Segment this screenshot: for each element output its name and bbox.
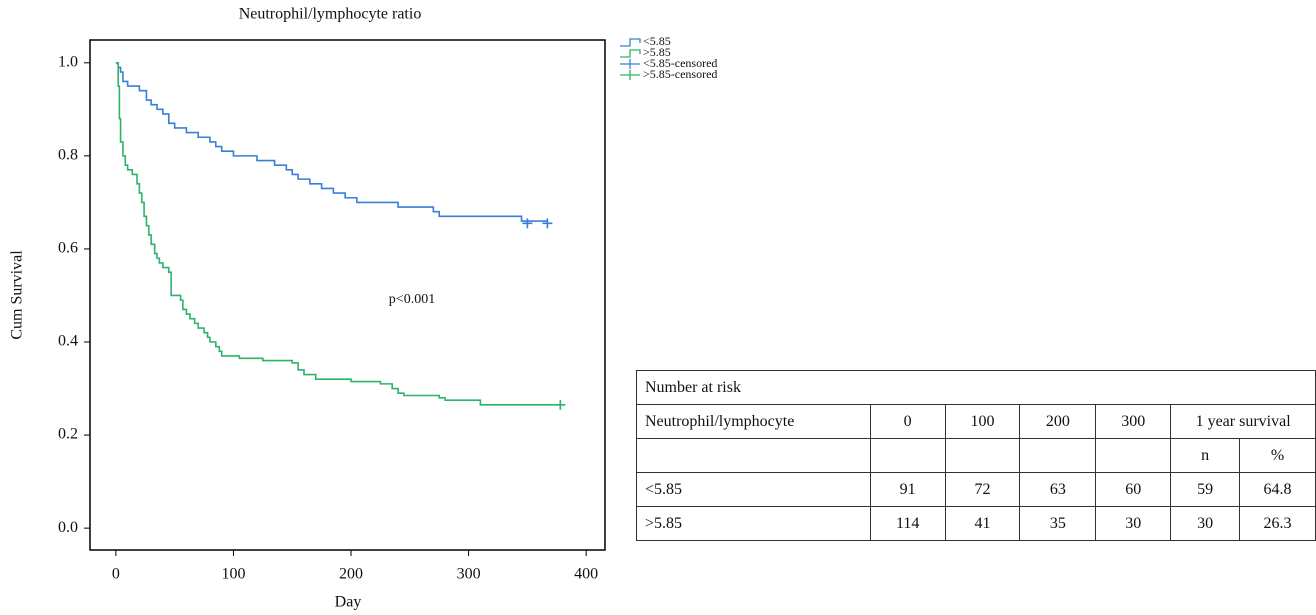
plot-frame — [89, 39, 606, 551]
censor-mark — [522, 218, 533, 229]
survival-curve — [115, 62, 561, 406]
y-tick-label: 0.2 — [58, 426, 78, 443]
survival-curve — [115, 62, 548, 222]
table-cell: 114 — [869, 506, 946, 541]
x-tick-label: 0 — [112, 566, 120, 583]
legend-label: <5.85 — [643, 34, 671, 48]
x-tick-label: 200 — [339, 566, 363, 583]
table-cell: 30 — [1095, 506, 1172, 541]
table-cell — [869, 438, 946, 473]
table-cell — [636, 438, 871, 473]
table-title: Number at risk — [636, 370, 1316, 405]
censor-mark — [542, 218, 553, 229]
table-cell: >5.85 — [636, 506, 871, 541]
table-cell: 72 — [944, 472, 1021, 507]
annotation: p<0.001 — [389, 292, 435, 307]
table-cell: 35 — [1019, 506, 1097, 541]
legend-label: <5.85-censored — [643, 56, 717, 70]
x-axis-label: Day — [335, 594, 362, 611]
table-header: Neutrophil/lymphocyte — [636, 404, 871, 439]
legend-symbol — [620, 59, 640, 69]
x-tick-label: 300 — [457, 566, 481, 583]
table-subheader: n — [1170, 438, 1241, 473]
censor-mark — [555, 399, 566, 410]
table-row: <5.85 91 72 63 60 59 64.8 — [636, 472, 1316, 507]
table-cell — [1095, 438, 1172, 473]
table-header: 300 — [1095, 404, 1172, 439]
y-tick-label: 0.0 — [58, 519, 78, 536]
table-cell: 41 — [944, 506, 1021, 541]
legend-label: >5.85-censored — [643, 67, 717, 81]
y-tick-label: 0.4 — [58, 333, 78, 350]
legend: <5.85>5.85<5.85-censored>5.85-censored — [620, 34, 717, 81]
table-header: 0 — [869, 404, 946, 439]
table-header: 100 — [944, 404, 1021, 439]
table-cell: 26.3 — [1239, 506, 1316, 541]
y-tick-label: 1.0 — [58, 53, 78, 70]
table-cell: 59 — [1170, 472, 1241, 507]
table-header: 200 — [1019, 404, 1097, 439]
x-tick-label: 400 — [574, 566, 598, 583]
table-cell: 30 — [1170, 506, 1241, 541]
table-subheader: % — [1239, 438, 1316, 473]
y-tick-label: 0.6 — [58, 240, 78, 257]
table-cell: 60 — [1095, 472, 1172, 507]
legend-label: >5.85 — [643, 45, 671, 59]
risk-table: Number at risk Neutrophil/lymphocyte 0 1… — [636, 370, 1316, 541]
chart: Neutrophil/lymphocyte ratio Day Cum Surv… — [9, 6, 606, 611]
legend-symbol — [620, 38, 641, 47]
table-cell — [944, 438, 1021, 473]
y-tick-label: 0.8 — [58, 147, 78, 164]
y-axis-label: Cum Survival — [9, 250, 26, 340]
legend-symbol — [620, 70, 640, 80]
table-row: >5.85 114 41 35 30 30 26.3 — [636, 506, 1316, 541]
table-cell: 91 — [869, 472, 946, 507]
table-cell: 63 — [1019, 472, 1097, 507]
table-cell: <5.85 — [636, 472, 871, 507]
chart-title: Neutrophil/lymphocyte ratio — [239, 6, 422, 23]
table-cell: 64.8 — [1239, 472, 1316, 507]
legend-symbol — [620, 49, 641, 58]
table-cell — [1019, 438, 1097, 473]
table-header: 1 year survival — [1170, 404, 1316, 439]
x-tick-label: 100 — [221, 566, 245, 583]
